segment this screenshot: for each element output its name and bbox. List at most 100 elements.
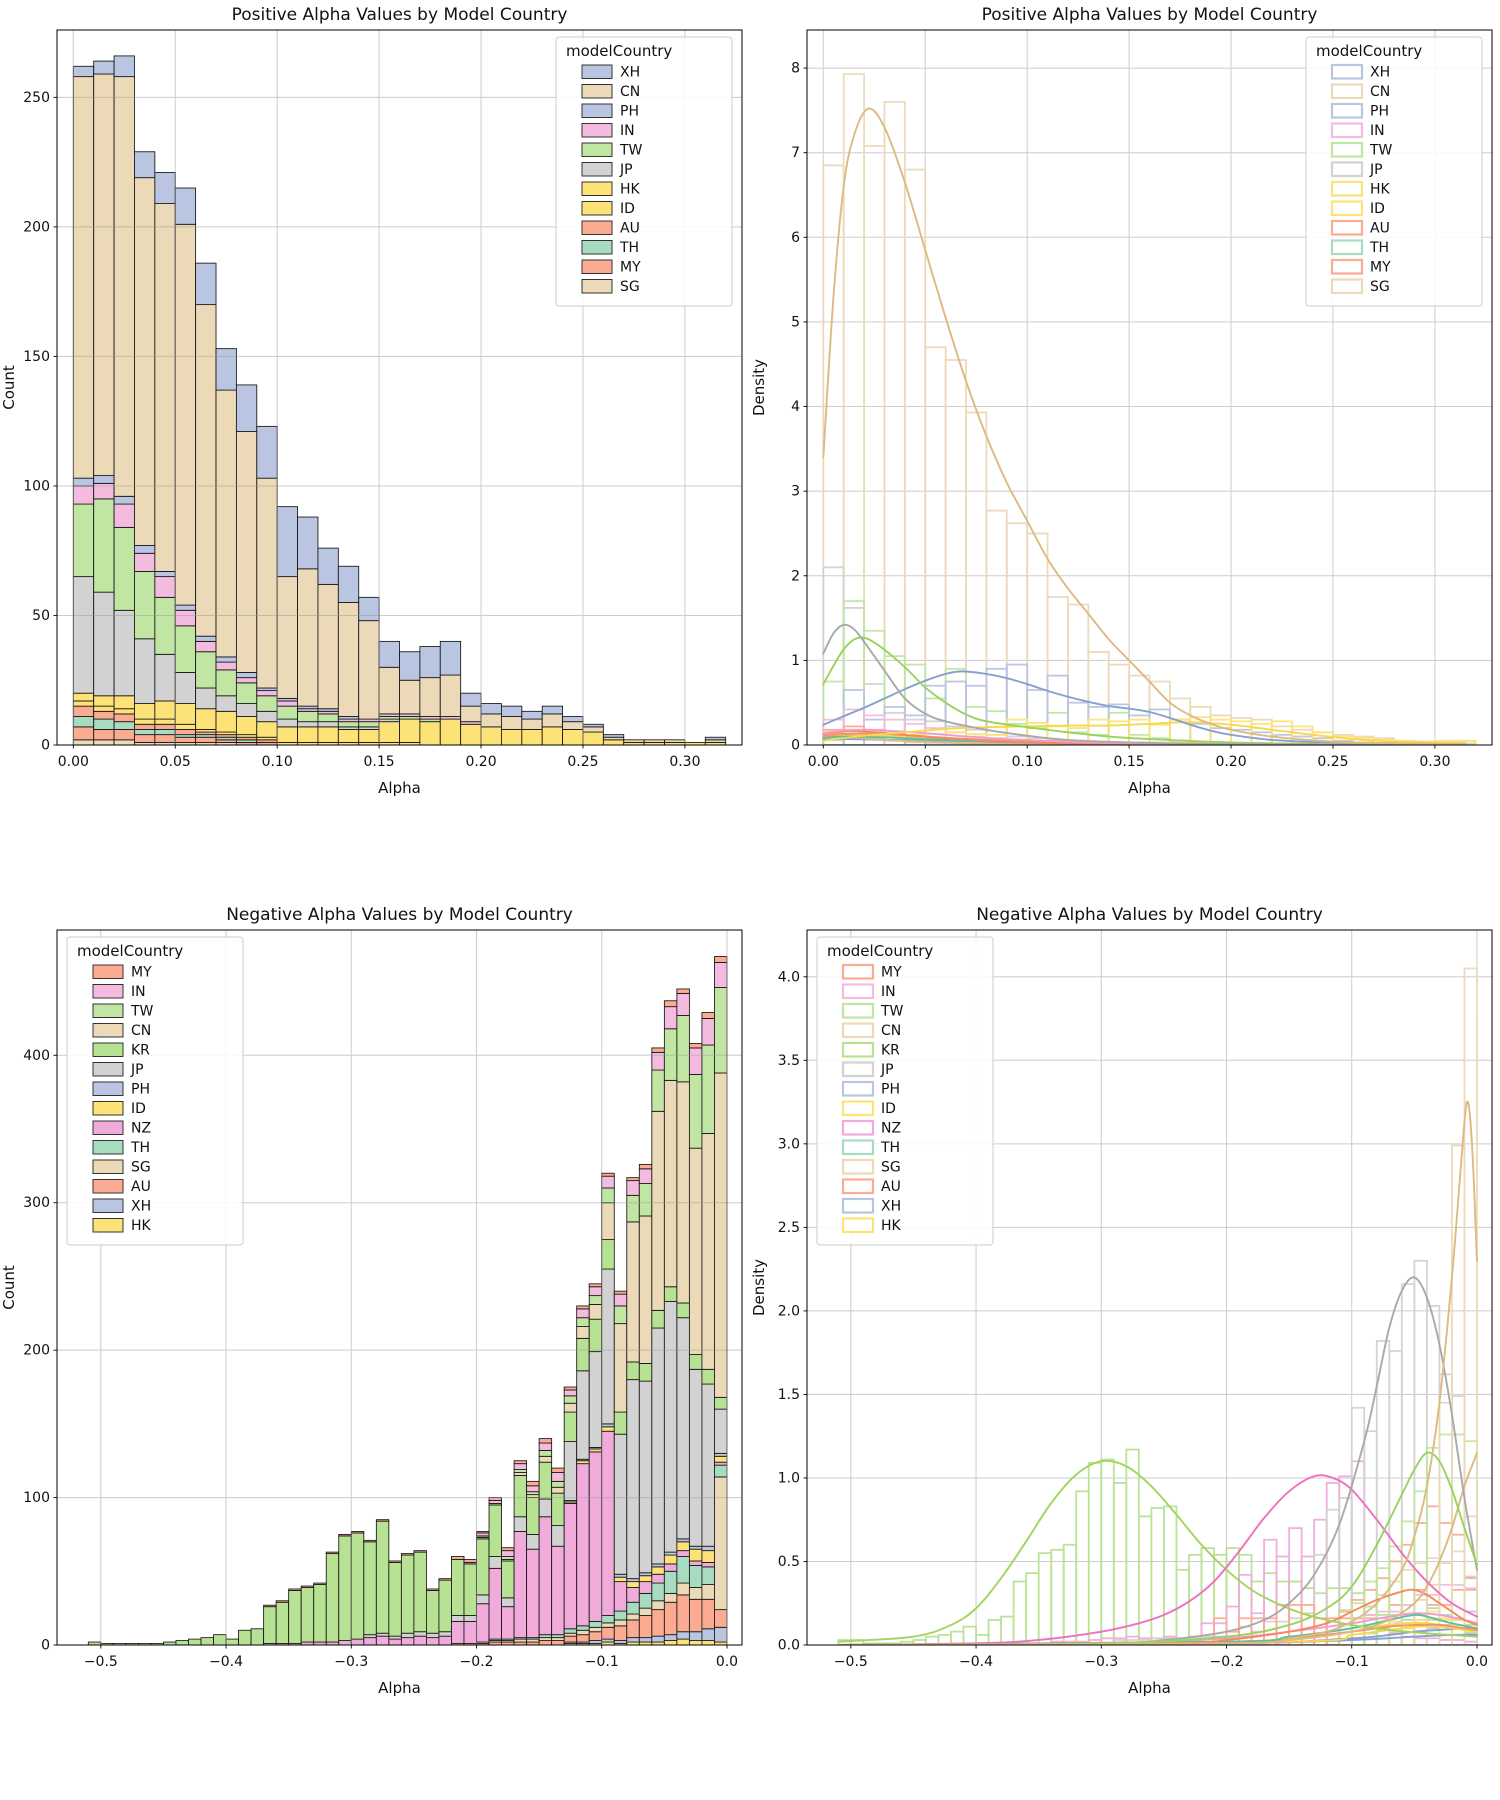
legend-swatch-PH — [581, 103, 613, 118]
bar-segment-NZ — [388, 1638, 402, 1645]
bar-segment-AU — [601, 1626, 615, 1640]
x-axis-label: Alpha — [1128, 1679, 1171, 1697]
bar-segment-HK — [501, 729, 523, 745]
legend-swatch-XH — [1330, 63, 1364, 80]
bar-segment-HK — [358, 729, 380, 743]
y-tick-label: 0 — [41, 738, 50, 754]
bar-segment-TW — [613, 1305, 628, 1325]
bar-segment-TW — [513, 1469, 528, 1473]
legend: modelCountry MY IN TW CN KR JP PH ID NZ TH SG AU XH HK — [66, 936, 244, 1246]
legend-item-PH: PH — [1330, 102, 1389, 120]
bar-segment-CN — [134, 177, 156, 546]
legend-item-HK: HK — [92, 1218, 152, 1234]
legend-swatch-ID — [581, 201, 613, 216]
bar-segment-TH — [551, 1634, 565, 1639]
bar-segment-AU — [551, 1640, 565, 1645]
bar-segment-MY — [576, 1305, 590, 1310]
bar-segment-IN — [714, 962, 728, 988]
legend-swatch-IN — [1330, 122, 1364, 139]
legend-label: CN — [620, 84, 640, 100]
bar-segment-TW — [501, 1556, 515, 1560]
bar-segment-XH — [562, 716, 584, 723]
bar-segment-KR — [714, 1396, 728, 1410]
kde-curve-TW — [822, 636, 1467, 745]
x-tick-label: −0.3 — [334, 1654, 368, 1670]
bar-segment-CN — [613, 1323, 628, 1413]
positive-count-histogram: 0.00 0.05 0.10 0.15 0.20 0.25 0.30 Alpha 0 50 100 1… — [0, 0, 750, 900]
y-tick-label: 3.5 — [778, 1053, 800, 1069]
bar-segment-JP — [501, 1597, 515, 1608]
bar-segment-IN — [613, 1293, 628, 1307]
bar-segment-KR — [288, 1590, 302, 1644]
bar-segment-AU — [134, 723, 156, 730]
bar-segment-MY — [388, 1560, 402, 1563]
y-tick-label: 6 — [791, 230, 800, 246]
x-tick-label: −0.1 — [1335, 1654, 1369, 1670]
bar-segment-HK — [701, 1640, 715, 1645]
bar-segment-TW — [538, 1449, 553, 1457]
legend-swatch-MY — [92, 964, 124, 979]
bar-segment-KR — [413, 1551, 427, 1633]
bar-segment-TW — [563, 1395, 578, 1404]
bar-segment-PH — [134, 545, 156, 554]
legend-swatch-JP — [581, 162, 613, 177]
legend-swatch-PH — [92, 1081, 124, 1096]
y-tick-label: 300 — [23, 1195, 50, 1211]
y-tick-label: 1.5 — [778, 1387, 800, 1403]
legend-item-IN: IN — [581, 123, 635, 139]
legend-label: PH — [620, 104, 639, 120]
bar-segment-XH — [419, 646, 441, 679]
bar-segment-MY — [425, 1588, 440, 1591]
y-tick-label: 3 — [791, 484, 800, 500]
bar-segment-XH — [663, 1634, 678, 1642]
bar-segment-ID — [72, 700, 95, 707]
bar-segment-NZ — [676, 1550, 690, 1557]
bar-segment-JP — [72, 576, 95, 694]
bar-segment-XH — [195, 262, 217, 306]
bar-segment-MY — [174, 736, 197, 743]
bar-segment-KR — [300, 1587, 315, 1643]
bar-segment-HK — [541, 726, 564, 745]
bar-segment-XH — [235, 384, 258, 432]
x-tick-label: 0.10 — [1012, 754, 1043, 770]
bar-segment-HK — [688, 1640, 703, 1645]
bar-segment-TH — [688, 1564, 703, 1588]
legend-label: TW — [880, 1004, 904, 1020]
bar-segment-PH — [701, 1545, 715, 1552]
bar-segment-MY — [513, 1460, 528, 1465]
x-axis-label: Alpha — [1128, 779, 1171, 797]
bar-segment-CN — [501, 716, 523, 730]
bar-segment-MY — [93, 729, 115, 741]
bar-segment-NZ — [438, 1635, 452, 1645]
bar-segment-CN — [538, 1455, 553, 1463]
bar-segment-AU — [714, 1609, 728, 1628]
legend-swatch-JP — [841, 1061, 875, 1078]
legend-swatch-AU — [841, 1178, 875, 1195]
legend-label: MY — [881, 965, 902, 981]
bar-segment-MY — [688, 1043, 703, 1049]
bar-segment-KR — [438, 1579, 452, 1633]
positive-density-histogram: 0.00 0.05 0.10 0.15 0.20 0.25 0.30 Alpha 0 1 2 3 4 5 6… — [750, 0, 1500, 900]
bar-segment-SG — [526, 1638, 540, 1643]
bar-segment-IN — [513, 1463, 528, 1470]
legend-label: KR — [131, 1043, 150, 1059]
bar-segment-ID — [134, 718, 156, 725]
bar-segment-JP — [195, 687, 217, 710]
bar-segment-KR — [588, 1318, 603, 1353]
chart-title: Negative Alpha Values by Model Country — [226, 905, 573, 925]
legend-item-HK: HK — [1330, 180, 1391, 198]
bar-segment-IN — [538, 1442, 553, 1451]
bar-segment-ID — [588, 1448, 603, 1453]
bar-segment-MY — [438, 1578, 452, 1581]
legend-item-JP: JP — [581, 162, 633, 178]
bar-segment-IN — [663, 1006, 678, 1030]
bar-segment-TW — [337, 721, 360, 728]
legend-swatch-SG — [841, 1158, 875, 1175]
legend-item-IN: IN — [1330, 122, 1385, 139]
bar-segment-TW — [601, 1187, 615, 1204]
legend-label: XH — [881, 1199, 901, 1215]
legend-item-ID: ID — [581, 201, 635, 217]
bar-segment-JP — [425, 1632, 440, 1639]
bar-segment-CN — [714, 1072, 728, 1398]
legend-item-MY: MY — [841, 963, 902, 981]
